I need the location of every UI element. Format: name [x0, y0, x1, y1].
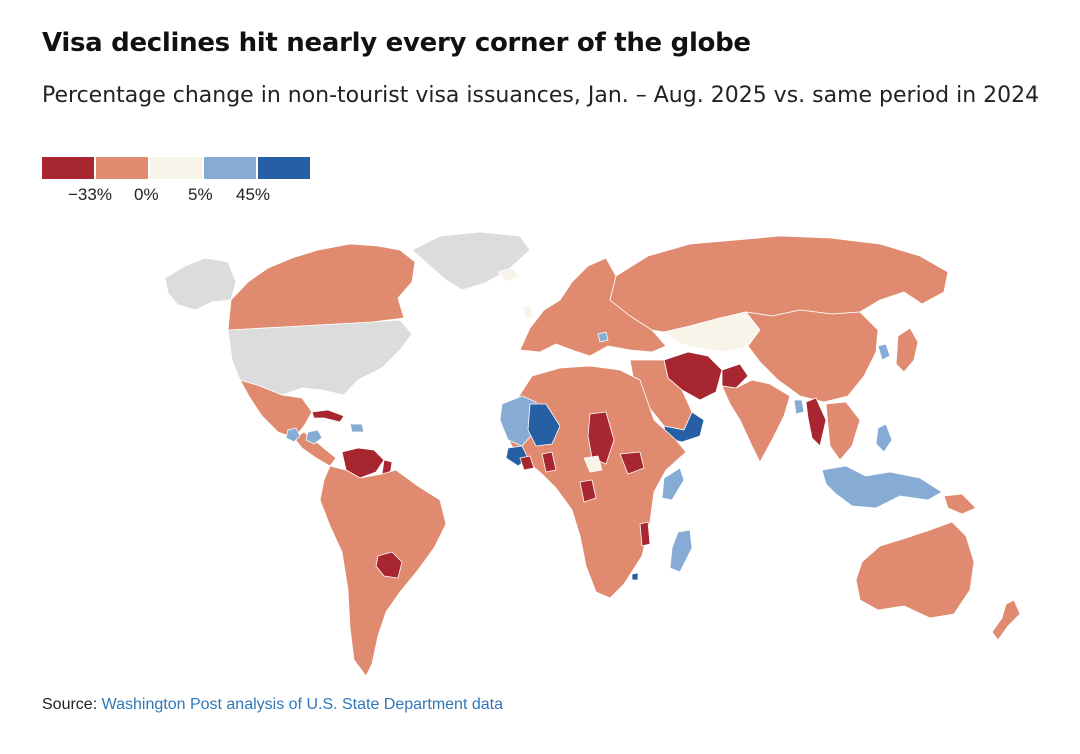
region-mexico[interactable] — [239, 379, 313, 439]
region-china-mongolia[interactable] — [745, 309, 879, 403]
region-ghana-togo[interactable] — [541, 451, 557, 473]
region-madagascar[interactable] — [669, 529, 693, 573]
legend-tick-45: 45% — [236, 185, 271, 204]
region-west-africa[interactable] — [499, 395, 537, 447]
chart-title: Visa declines hit nearly every corner of… — [42, 28, 751, 58]
region-papua-new-guinea[interactable] — [943, 493, 977, 515]
color-legend: −33% 0% 5% 45% — [42, 157, 312, 207]
region-alaska[interactable] — [164, 257, 237, 311]
legend-swatch-strong-decline — [42, 157, 94, 179]
region-southeast-asia[interactable] — [825, 401, 861, 461]
region-eswatini[interactable] — [631, 572, 639, 581]
region-united-states[interactable] — [227, 319, 413, 396]
region-afghanistan[interactable] — [721, 363, 749, 389]
source-note: Source: Washington Post analysis of U.S.… — [42, 696, 503, 714]
legend-swatch-increase — [204, 157, 256, 179]
region-philippines[interactable] — [875, 423, 893, 453]
source-link[interactable]: Washington Post analysis of U.S. State D… — [101, 696, 503, 713]
region-indonesia[interactable] — [821, 465, 943, 509]
region-new-zealand[interactable] — [991, 599, 1021, 641]
region-australia[interactable] — [855, 521, 975, 619]
region-paraguay[interactable] — [375, 551, 403, 579]
region-malawi[interactable] — [639, 521, 651, 547]
region-greenland[interactable] — [411, 231, 531, 291]
region-ireland[interactable] — [521, 303, 535, 321]
region-cuba[interactable] — [311, 409, 345, 423]
region-kenya-somalia[interactable] — [661, 467, 685, 501]
region-canada[interactable] — [227, 243, 416, 331]
region-south-sudan[interactable] — [619, 451, 645, 475]
legend-swatch-flat — [150, 157, 202, 179]
region-iceland[interactable] — [497, 267, 521, 283]
legend-tick-minus33: −33% — [68, 185, 112, 204]
legend-tick-0: 0% — [134, 185, 159, 204]
region-cameroon-gabon[interactable] — [579, 479, 597, 503]
region-south-asia[interactable] — [721, 379, 791, 463]
region-japan[interactable] — [895, 327, 919, 373]
legend-tick-5: 5% — [188, 185, 213, 204]
region-honduras-nicaragua[interactable] — [305, 429, 323, 445]
legend-swatch-decline — [96, 157, 148, 179]
region-guatemala[interactable] — [285, 427, 301, 443]
region-chad[interactable] — [587, 411, 615, 465]
region-bangladesh[interactable] — [793, 399, 805, 415]
chart-subtitle: Percentage change in non-tourist visa is… — [42, 83, 1040, 108]
region-mali[interactable] — [527, 403, 561, 447]
region-myanmar[interactable] — [805, 397, 827, 447]
world-choropleth-map — [164, 231, 1021, 677]
region-nigeria[interactable] — [583, 455, 603, 473]
region-liberia[interactable] — [519, 455, 535, 471]
legend-swatch-strong-increase — [258, 157, 310, 179]
region-balkans[interactable] — [597, 331, 609, 343]
region-hispaniola[interactable] — [349, 423, 365, 433]
source-label: Source: — [42, 696, 98, 713]
region-korea[interactable] — [877, 343, 891, 361]
